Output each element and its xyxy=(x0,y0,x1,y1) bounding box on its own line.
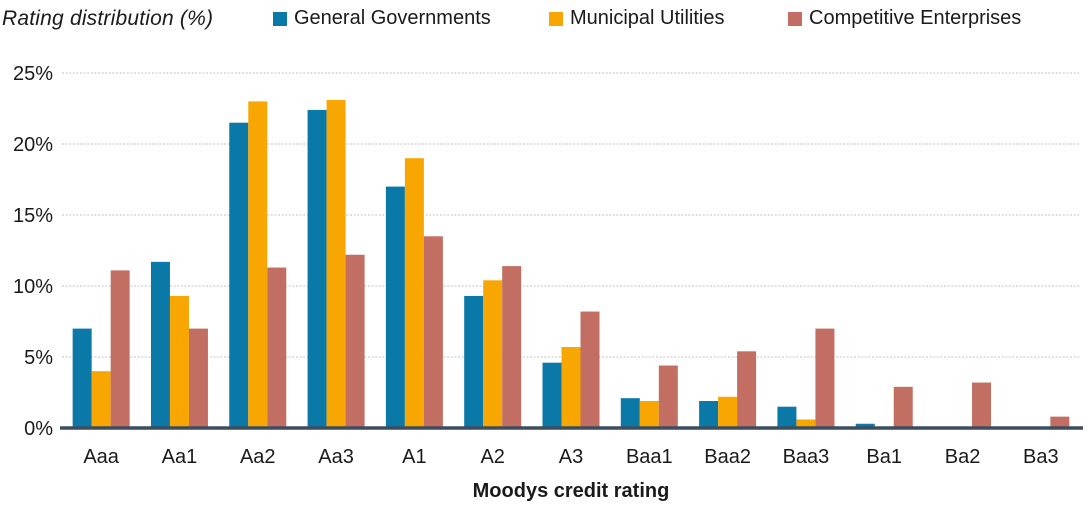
x-tick-label-A3: A3 xyxy=(559,446,583,468)
bar-Aa1-2 xyxy=(188,328,208,428)
x-tick-label-Aa3: Aa3 xyxy=(318,446,354,468)
bar-Aaa-0 xyxy=(72,328,92,428)
x-tick-label-Aa2: Aa2 xyxy=(240,446,276,468)
x-tick-label-Ba2: Ba2 xyxy=(945,446,981,468)
bar-Baa3-2 xyxy=(815,328,835,428)
chart-title: Rating distribution (%) xyxy=(2,7,214,30)
bar-A3-2 xyxy=(580,311,600,428)
bar-Baa1-1 xyxy=(639,401,659,428)
bar-A2-0 xyxy=(464,295,484,428)
y-tick-label-0: 0% xyxy=(24,418,53,440)
bar-Ba3-2 xyxy=(1050,416,1070,428)
x-axis-title: Moodys credit rating xyxy=(473,480,670,502)
x-tick-label-Aa1: Aa1 xyxy=(162,446,198,468)
x-tick-label-Baa1: Baa1 xyxy=(626,446,673,468)
bar-A2-2 xyxy=(502,266,522,428)
bar-Aaa-2 xyxy=(110,270,130,428)
bar-Aa2-1 xyxy=(248,101,268,429)
y-axis-labels: 0% 5% 10% 15% 20% 25% xyxy=(13,63,53,440)
bar-Ba1-0 xyxy=(855,423,875,428)
x-tick-label-Baa2: Baa2 xyxy=(704,446,751,468)
y-tick-label-25: 25% xyxy=(13,63,53,85)
chart-legend: General Governments Municipal Utilities … xyxy=(0,7,1091,37)
legend-swatch-general-governments-icon xyxy=(273,11,287,26)
bar-Baa3-1 xyxy=(796,419,816,428)
x-tick-label-Ba3: Ba3 xyxy=(1023,446,1059,468)
bar-Aa2-2 xyxy=(267,267,287,428)
bar-Aaa-1 xyxy=(91,371,111,428)
bars xyxy=(72,99,1070,429)
bar-Baa3-0 xyxy=(777,406,797,428)
legend-item-competitive-enterprises: Competitive Enterprises xyxy=(788,7,1021,30)
x-axis-labels: Aaa Aa1 Aa2 Aa3 A1 A2 A3 Baa1 Baa2 Baa3 Ba1 Ba2 Ba3 xyxy=(83,446,1058,468)
bar-A2-1 xyxy=(483,280,503,428)
legend-item-general-governments: General Governments xyxy=(273,7,491,30)
bar-Aa3-0 xyxy=(307,109,327,429)
legend-label: Competitive Enterprises xyxy=(809,7,1022,29)
bar-Baa2-0 xyxy=(699,401,719,428)
x-tick-label-Aaa: Aaa xyxy=(83,446,119,468)
legend-swatch-municipal-utilities-icon xyxy=(549,11,563,26)
legend-item-municipal-utilities: Municipal Utilities xyxy=(549,7,725,30)
bar-A1-2 xyxy=(423,236,443,428)
y-tick-label-15: 15% xyxy=(13,205,53,227)
y-tick-label-20: 20% xyxy=(13,134,53,156)
bar-Ba2-2 xyxy=(972,382,992,428)
legend-label: General Governments xyxy=(294,7,491,29)
bar-Aa3-1 xyxy=(326,99,346,428)
bar-A1-1 xyxy=(404,158,424,428)
x-tick-label-Ba1: Ba1 xyxy=(866,446,902,468)
bar-Aa1-1 xyxy=(169,295,189,428)
x-tick-label-A1: A1 xyxy=(402,446,426,468)
bar-Aa3-2 xyxy=(345,254,365,428)
y-tick-label-10: 10% xyxy=(13,276,53,298)
x-tick-label-A2: A2 xyxy=(480,446,504,468)
bar-Aa1-0 xyxy=(150,261,170,428)
bar-Baa2-2 xyxy=(737,351,757,428)
legend-swatch-competitive-enterprises-icon xyxy=(788,11,802,26)
bar-Aa2-0 xyxy=(229,122,249,428)
gridlines xyxy=(62,72,1080,358)
bar-A1-0 xyxy=(385,186,405,428)
bar-Baa2-1 xyxy=(718,396,738,428)
legend-label: Municipal Utilities xyxy=(570,7,725,29)
bar-Baa1-2 xyxy=(658,365,678,428)
bar-A3-1 xyxy=(561,347,581,428)
x-tick-label-Baa3: Baa3 xyxy=(783,446,830,468)
bar-Ba1-2 xyxy=(893,386,913,428)
bar-Baa1-0 xyxy=(620,398,640,428)
bar-A3-0 xyxy=(542,362,562,428)
y-tick-label-5: 5% xyxy=(24,347,53,369)
